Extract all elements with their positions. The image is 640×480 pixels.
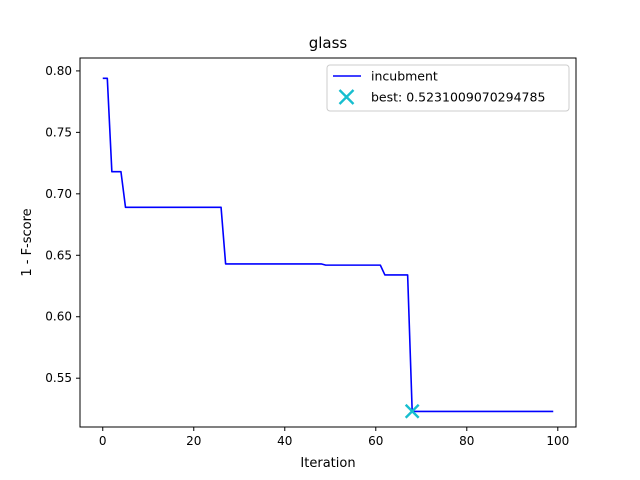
legend-label-best: best: 0.5231009070294785 <box>371 90 545 105</box>
x-tick-label: 60 <box>368 434 383 448</box>
legend-box <box>326 64 570 112</box>
chart-title: glass <box>309 34 348 52</box>
y-axis-label: 1 - F-score <box>20 208 35 276</box>
y-tick-label: 0.80 <box>45 64 72 78</box>
y-tick-label: 0.65 <box>45 248 72 262</box>
y-tick-label: 0.60 <box>45 310 72 324</box>
best-point-x-marker-icon <box>404 403 420 419</box>
x-axis-label: Iteration <box>300 456 355 471</box>
best-marker-stroke-b <box>404 403 420 419</box>
x-tick-label: 20 <box>186 434 201 448</box>
marker-layer <box>404 403 420 419</box>
x-tick-label: 80 <box>459 434 474 448</box>
y-axis: 0.55 0.60 0.65 0.70 0.75 0.80 <box>45 64 80 385</box>
x-tick-label: 0 <box>99 434 107 448</box>
legend-x-stroke-b <box>338 89 355 105</box>
series-line-incubment <box>102 77 554 413</box>
legend-label-incubment: incubment <box>371 69 438 84</box>
series-layer <box>102 77 554 413</box>
x-tick-label: 100 <box>546 434 569 448</box>
x-tick-label: 40 <box>277 434 292 448</box>
y-tick-label: 0.70 <box>45 187 72 201</box>
plot-area: 0 20 40 60 80 100 0.55 0.60 0.65 0.70 0.75 0.80 <box>45 57 577 448</box>
legend: incubment best: 0.5231009070294785 <box>326 64 570 112</box>
y-tick-label: 0.75 <box>45 125 72 139</box>
y-tick-label: 0.55 <box>45 371 72 385</box>
legend-x-marker-icon <box>338 89 355 105</box>
x-axis: 0 20 40 60 80 100 <box>99 427 569 448</box>
axes-frame <box>79 57 577 428</box>
